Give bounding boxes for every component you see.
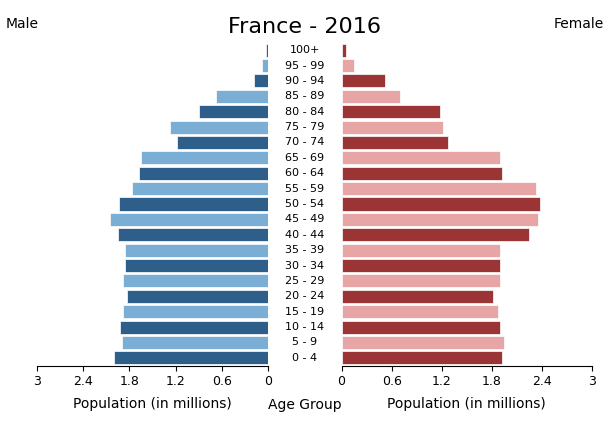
Bar	[120, 320, 268, 334]
Bar	[342, 151, 500, 164]
Bar	[118, 228, 268, 241]
Bar	[127, 290, 268, 303]
Text: 70 - 74: 70 - 74	[285, 137, 325, 147]
Text: Male: Male	[6, 17, 39, 31]
Bar	[342, 336, 504, 349]
Bar	[342, 74, 385, 88]
Bar	[254, 74, 268, 88]
Text: 10 - 14: 10 - 14	[285, 322, 325, 332]
Bar	[123, 275, 268, 287]
Bar	[342, 182, 536, 195]
Bar	[342, 259, 500, 272]
Bar	[342, 244, 500, 257]
Bar	[120, 198, 268, 210]
Bar	[126, 259, 268, 272]
Bar	[126, 244, 268, 257]
Bar	[110, 213, 268, 226]
Text: 0 - 4: 0 - 4	[292, 353, 318, 363]
Bar	[342, 351, 501, 364]
Bar	[342, 213, 537, 226]
Text: 100+: 100+	[290, 45, 320, 55]
Bar	[342, 105, 440, 118]
Bar	[141, 151, 268, 164]
Bar	[342, 320, 500, 334]
Bar	[266, 44, 268, 57]
Bar	[199, 105, 268, 118]
Text: 60 - 64: 60 - 64	[285, 168, 325, 178]
Bar	[132, 182, 268, 195]
X-axis label: Population (in millions): Population (in millions)	[387, 397, 546, 411]
Bar	[342, 90, 400, 103]
Bar	[138, 167, 268, 180]
Bar	[342, 290, 493, 303]
Bar	[262, 59, 268, 72]
Text: 15 - 19: 15 - 19	[285, 307, 325, 317]
Bar	[342, 167, 503, 180]
Text: France - 2016: France - 2016	[229, 17, 381, 37]
Text: 25 - 29: 25 - 29	[285, 276, 325, 286]
Bar	[342, 59, 354, 72]
Bar	[170, 121, 268, 133]
Text: 95 - 99: 95 - 99	[285, 61, 325, 71]
Text: Female: Female	[554, 17, 604, 31]
Text: 30 - 34: 30 - 34	[285, 261, 325, 271]
Text: 50 - 54: 50 - 54	[285, 199, 325, 209]
Text: 75 - 79: 75 - 79	[285, 122, 325, 132]
Text: 35 - 39: 35 - 39	[285, 245, 325, 255]
Text: 45 - 49: 45 - 49	[285, 214, 325, 224]
Text: 55 - 59: 55 - 59	[285, 184, 325, 194]
Bar	[342, 136, 448, 149]
Text: 20 - 24: 20 - 24	[285, 291, 325, 301]
Bar	[342, 121, 443, 133]
Text: 85 - 89: 85 - 89	[285, 91, 325, 101]
Bar	[178, 136, 268, 149]
Text: 40 - 44: 40 - 44	[285, 230, 325, 240]
Bar	[342, 305, 498, 318]
Bar	[121, 336, 268, 349]
X-axis label: Population (in millions): Population (in millions)	[73, 397, 232, 411]
Bar	[114, 351, 268, 364]
Text: 65 - 69: 65 - 69	[285, 153, 325, 163]
Bar	[342, 228, 529, 241]
Text: 5 - 9: 5 - 9	[292, 337, 318, 347]
Bar	[342, 275, 500, 287]
Bar	[123, 305, 268, 318]
Text: 80 - 84: 80 - 84	[285, 107, 325, 117]
Bar	[342, 44, 346, 57]
Bar	[216, 90, 268, 103]
Bar	[342, 198, 540, 210]
Text: Age Group: Age Group	[268, 398, 342, 412]
Text: 90 - 94: 90 - 94	[285, 76, 325, 86]
